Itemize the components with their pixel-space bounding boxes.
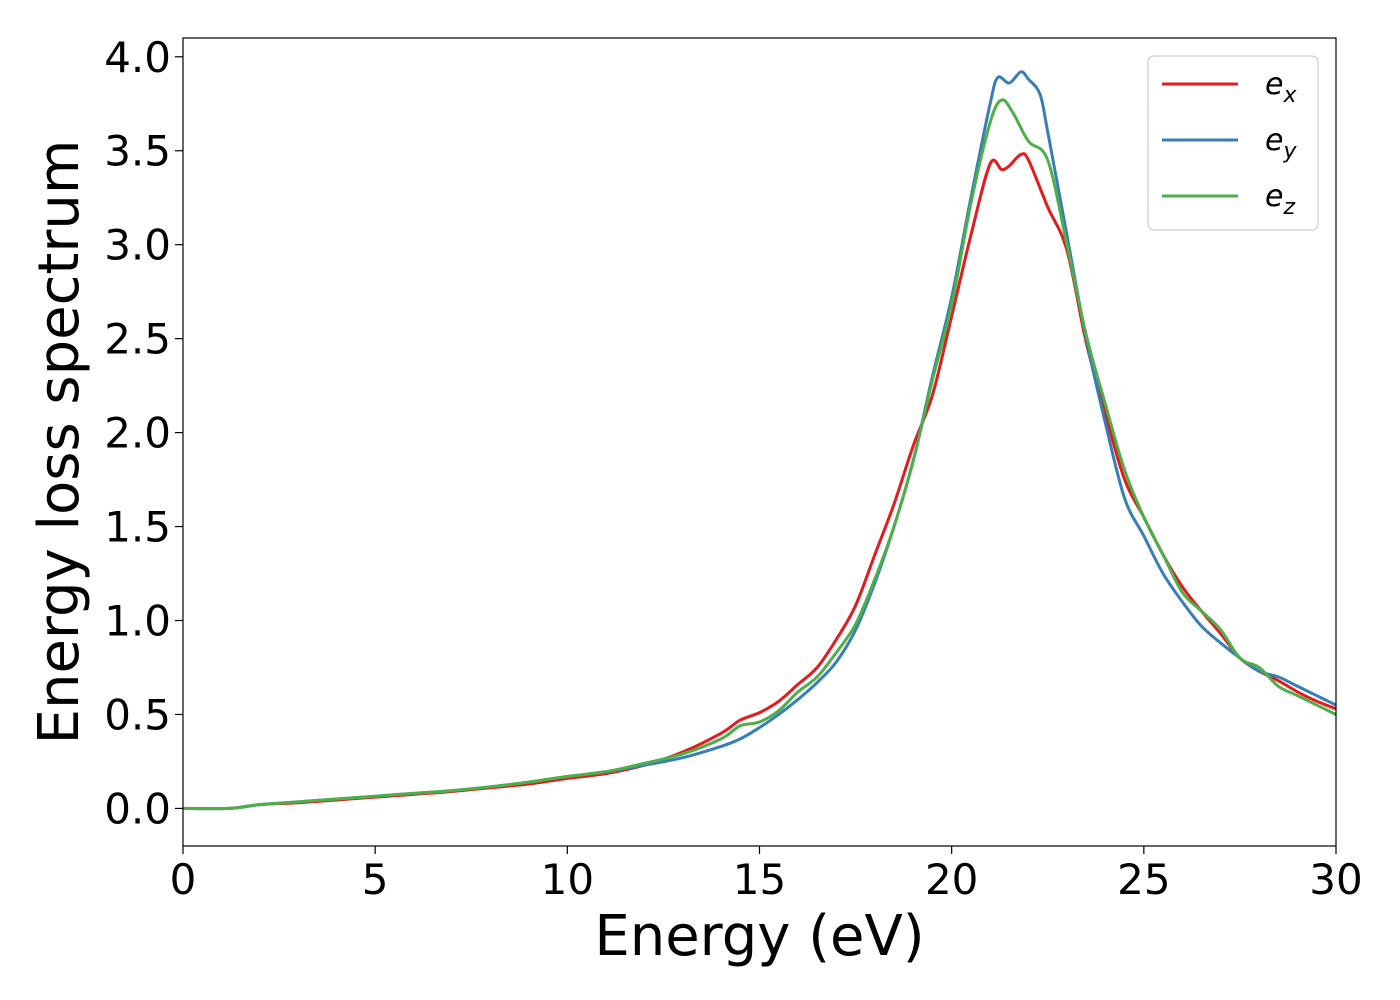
y-tick-label: 0.5 <box>104 690 171 739</box>
x-tick-label: 25 <box>1117 855 1170 904</box>
series-layer <box>182 70 1337 811</box>
legend-label-ex: ex <box>1265 67 1297 108</box>
y-axis-ticks: 0.0 0.5 1.0 1.5 2.0 2.5 3.0 3.5 4.0 <box>104 33 183 833</box>
x-tick-label: 30 <box>1309 855 1362 904</box>
x-axis-label: Energy (eV) <box>594 904 924 969</box>
y-tick-label: 3.0 <box>104 221 171 270</box>
series-line-ez <box>182 98 1337 811</box>
legend-label-ez: ez <box>1265 179 1295 220</box>
legend-box <box>1147 55 1319 231</box>
y-tick-label: 0.0 <box>104 784 171 833</box>
y-tick-label: 1.0 <box>104 597 171 646</box>
y-tick-label: 2.5 <box>104 315 171 364</box>
y-tick-label: 2.0 <box>104 409 171 458</box>
y-tick-label: 4.0 <box>104 33 171 82</box>
y-tick-label: 1.5 <box>104 503 171 552</box>
legend-label-ey: ey <box>1265 123 1297 164</box>
y-tick-label: 3.5 <box>104 127 171 176</box>
x-tick-label: 15 <box>733 855 786 904</box>
x-tick-label: 20 <box>925 855 978 904</box>
y-axis-label: Energy loss spectrum <box>27 140 92 745</box>
x-tick-label: 0 <box>170 855 197 904</box>
x-tick-label: 5 <box>362 855 389 904</box>
x-axis-ticks: 0 5 10 15 20 25 30 <box>170 846 1363 904</box>
x-tick-label: 10 <box>541 855 594 904</box>
legend: ex ey ez <box>1147 55 1319 231</box>
